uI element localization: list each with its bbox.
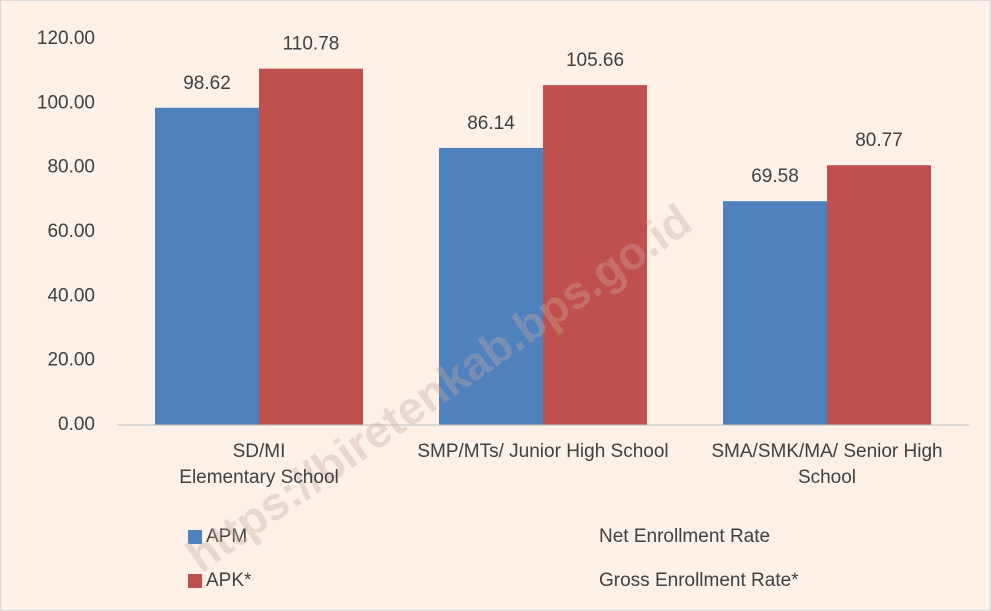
legend-description: Gross Enrollment Rate* <box>599 570 799 591</box>
data-label: 86.14 <box>467 113 515 134</box>
y-tick-label: 60.00 <box>47 221 95 242</box>
bar <box>543 85 647 425</box>
legend-label: APM <box>206 526 247 547</box>
legend-label: APK* <box>206 570 252 591</box>
y-tick-label: 20.00 <box>47 350 95 371</box>
bar <box>439 147 543 426</box>
data-label: 110.78 <box>283 34 340 55</box>
legend-swatch <box>188 574 202 588</box>
x-tick-label: SD/MI Elementary School <box>179 441 339 488</box>
data-label: 69.58 <box>751 166 799 187</box>
data-label: 80.77 <box>855 130 903 151</box>
y-tick-label: 40.00 <box>47 285 95 306</box>
bar <box>723 201 827 425</box>
y-tick-label: 0.00 <box>58 414 95 435</box>
data-label: 98.62 <box>183 73 231 94</box>
bar <box>259 68 363 426</box>
x-tick-label: SMA/SMK/MA/ Senior High School <box>711 441 943 488</box>
x-tick-label: SMP/MTs/ Junior High School <box>417 441 669 462</box>
bar <box>827 165 931 426</box>
y-tick-label: 100.00 <box>37 92 95 113</box>
data-label: 105.66 <box>566 50 624 71</box>
legend-description: Net Enrollment Rate <box>599 526 770 547</box>
y-tick-label: 120.00 <box>37 28 95 49</box>
bar <box>155 107 259 425</box>
y-tick-label: 80.00 <box>47 157 95 178</box>
legend-swatch <box>188 530 202 544</box>
